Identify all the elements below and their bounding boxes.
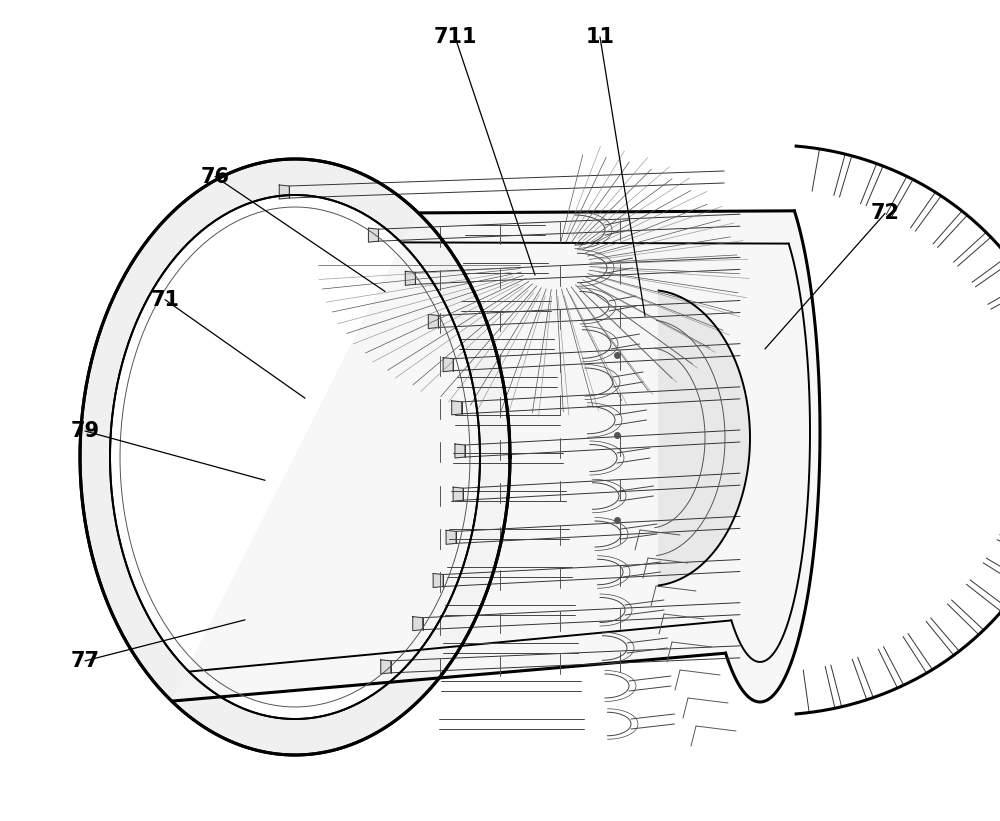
Text: 77: 77 bbox=[70, 651, 100, 671]
Polygon shape bbox=[455, 444, 465, 458]
Polygon shape bbox=[368, 228, 378, 242]
Polygon shape bbox=[110, 195, 480, 719]
Polygon shape bbox=[453, 487, 463, 501]
Polygon shape bbox=[172, 211, 820, 702]
Text: 72: 72 bbox=[870, 204, 900, 223]
Polygon shape bbox=[413, 617, 423, 631]
Polygon shape bbox=[452, 401, 462, 415]
Text: 71: 71 bbox=[150, 290, 180, 310]
Text: 76: 76 bbox=[200, 167, 230, 186]
Text: 79: 79 bbox=[70, 421, 100, 441]
Polygon shape bbox=[405, 271, 415, 286]
Polygon shape bbox=[446, 530, 456, 544]
Text: 711: 711 bbox=[433, 27, 477, 47]
Polygon shape bbox=[433, 574, 443, 588]
Polygon shape bbox=[659, 291, 750, 585]
Polygon shape bbox=[428, 314, 438, 328]
Text: 11: 11 bbox=[586, 27, 614, 47]
Polygon shape bbox=[279, 185, 289, 199]
Polygon shape bbox=[381, 660, 391, 674]
Polygon shape bbox=[80, 159, 510, 755]
Polygon shape bbox=[443, 358, 453, 372]
